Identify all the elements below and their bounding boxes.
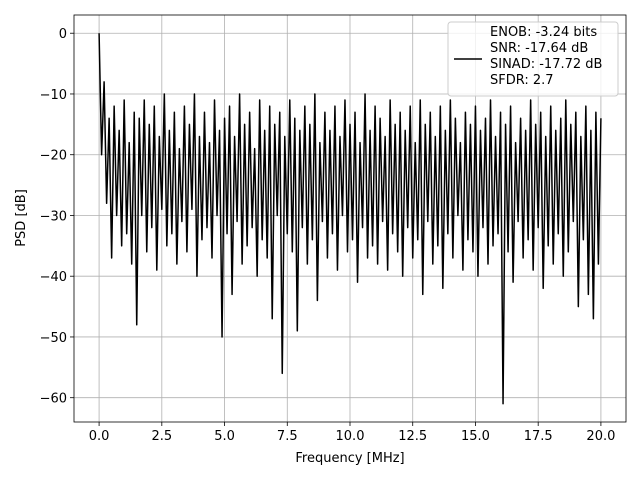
y-tick-label: 0 — [59, 27, 67, 42]
y-tick-label: −50 — [40, 331, 67, 346]
x-tick-label: 10.0 — [336, 429, 365, 444]
y-tick-label: −30 — [40, 209, 67, 224]
x-tick-label: 7.5 — [277, 429, 298, 444]
x-tick-label: 20.0 — [586, 429, 615, 444]
x-tick-label: 0.0 — [89, 429, 110, 444]
legend-entry: ENOB: -3.24 bits SNR: -17.64 dB SINAD: -… — [490, 25, 603, 88]
psd-line — [98, 33, 602, 405]
y-tick-label: −40 — [40, 270, 67, 285]
legend-box — [447, 21, 619, 97]
y-tick-label: −60 — [40, 392, 67, 407]
x-tick-label: 2.5 — [151, 429, 172, 444]
y-tick-label: −10 — [40, 88, 67, 103]
y-axis-label: PSD [dB] — [14, 189, 29, 247]
x-axis-label: Frequency [MHz] — [295, 451, 404, 466]
x-tick-label: 15.0 — [461, 429, 490, 444]
y-tick-label: −20 — [40, 149, 67, 164]
x-tick-label: 17.5 — [524, 429, 553, 444]
x-tick-label: 12.5 — [398, 429, 427, 444]
x-tick-label: 5.0 — [214, 429, 235, 444]
axes-frame — [73, 14, 627, 423]
legend-label: ENOB: -3.24 bits SNR: -17.64 dB SINAD: -… — [490, 25, 603, 88]
